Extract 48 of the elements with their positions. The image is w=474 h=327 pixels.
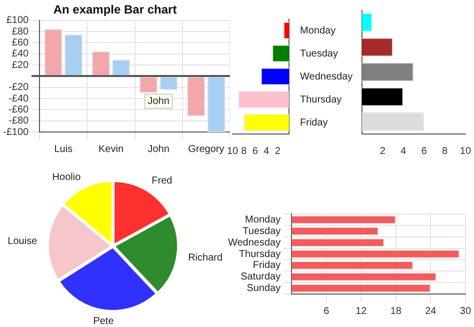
y-tick-label: Monday [300,25,336,36]
y-tick-label: £100 [6,15,30,26]
annotation: John [148,96,170,108]
y-tick-label: -£80 [8,116,30,127]
y-tick-label: Wednesday [228,237,281,248]
x-tick-label: 30 [460,306,472,317]
x-tick-label: Kevin [98,144,124,155]
y-tick-label: Monday [245,214,281,226]
x-tick-label: 4 [264,146,270,157]
y-tick-label: Tuesday [300,48,338,60]
x-tick-label: 6 [252,146,258,157]
y-tick-label: -£60 [8,104,30,116]
x-tick-label: Luis [54,144,73,155]
slice-label: Richard [188,252,223,264]
y-tick-label: -£20 [8,82,30,94]
y-tick-label: Sunday [246,283,281,294]
x-tick-label: 18 [390,306,402,317]
y-tick-label: -£100 [3,126,30,138]
y-tick-label: £80 [12,26,30,38]
slice-label: Louise [8,236,38,247]
x-tick-label: 8 [442,146,448,157]
slice-label: Hoolio [52,172,82,183]
y-tick-label: £20 [12,60,30,71]
x-tick-label: 6 [324,306,330,317]
y-tick-label: Thursday [238,248,281,260]
x-tick-label: 10 [227,146,239,157]
x-tick-label: John [148,144,170,155]
y-tick-label: Saturday [240,272,281,283]
y-tick-label: Thursday [300,94,342,106]
slice-label: Fred [152,175,172,186]
y-tick-label: Wednesday [300,71,353,82]
y-tick-label: £60 [12,37,30,48]
y-tick-label: £40 [12,48,30,60]
chart-title: An example Bar chart [53,2,177,17]
slice-label: Pete [93,316,114,327]
x-tick-label: 8 [241,146,248,157]
x-tick-label: 10 [460,146,472,157]
y-tick-label: -£40 [8,93,30,104]
x-tick-label: 2 [380,146,386,157]
x-tick-label: 24 [425,306,437,317]
x-tick-label: 2 [274,146,281,157]
x-tick-label: 6 [421,146,428,157]
y-tick-label: Tuesday [242,226,281,237]
x-tick-label: 12 [356,306,368,317]
x-tick-label: 4 [400,146,407,157]
y-tick-label: Friday [300,117,328,128]
y-tick-label: Friday [252,260,281,272]
x-tick-label: Gregory [188,144,224,155]
